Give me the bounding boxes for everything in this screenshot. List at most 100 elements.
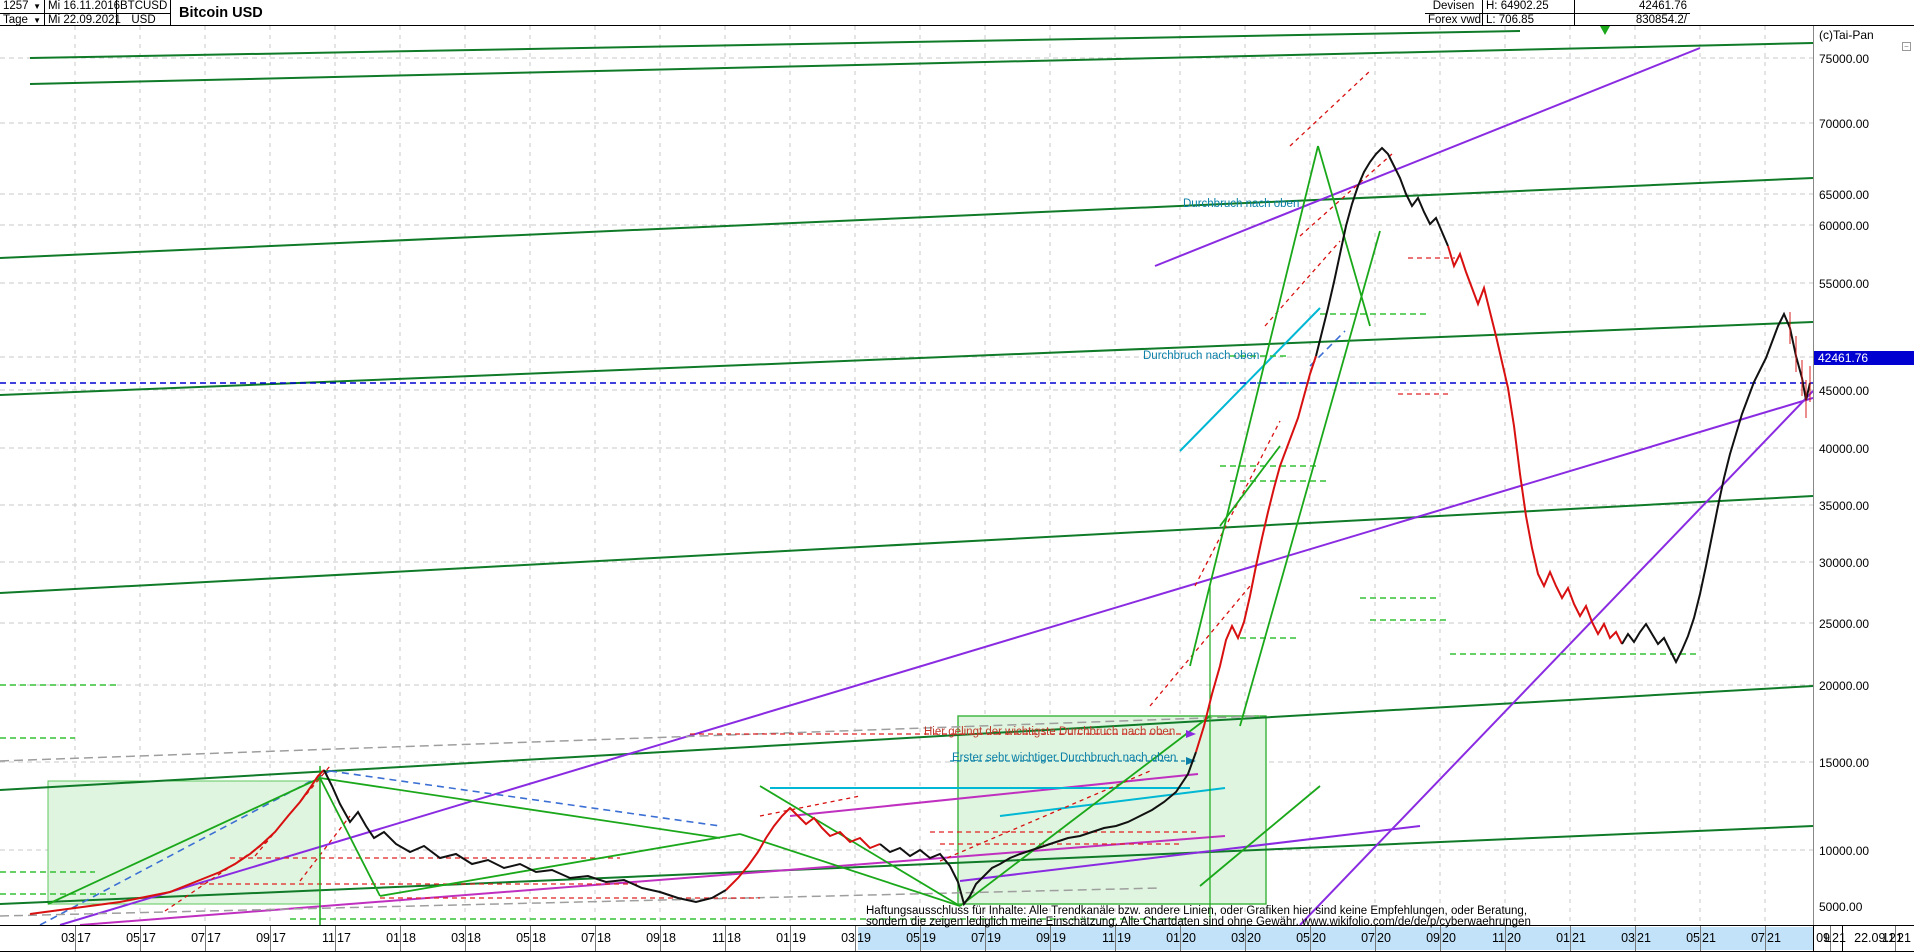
vertical-marker-lines — [319, 586, 1211, 925]
period-high: H: 64902.25 — [1486, 0, 1549, 12]
high-low-group: H: 64902.25 L: 706.85 — [1483, 0, 1575, 26]
annotation-breakout-first: Erster sehr wichtiger Durchbruch nach ob… — [952, 752, 1177, 764]
date-tick-separator — [530, 926, 531, 951]
chart-title-cell: Bitcoin USD — [171, 0, 1425, 26]
date-tick-month: 05 — [126, 931, 140, 945]
breakout-arrow-lines — [950, 382, 1380, 762]
date-axis-selection-highlight[interactable] — [858, 927, 1813, 950]
symbol-group[interactable]: BTCUSD USD — [117, 0, 171, 26]
date-tick-month: 09 — [646, 931, 660, 945]
chevron-down-icon[interactable]: ▼ — [33, 2, 41, 11]
date-to[interactable]: Mi 22.09.2021 — [45, 13, 121, 26]
date-tick-year: 19 — [1052, 931, 1066, 945]
date-tick: 05 20 — [1250, 926, 1370, 951]
date-tick: 09 18 — [600, 926, 720, 951]
date-tick-separator — [1700, 926, 1701, 951]
date-tick: 11 19 — [1055, 926, 1175, 951]
y-tick-label: 5000.00 — [1819, 900, 1863, 914]
date-tick-year: 18 — [597, 931, 611, 945]
date-tick-month: 05 — [516, 931, 530, 945]
date-tick-year: 21 — [1767, 931, 1781, 945]
y-tick-label: 70000.00 — [1819, 117, 1870, 131]
date-tick-separator — [465, 926, 466, 951]
data-source: Forex vwd — [1425, 13, 1482, 26]
date-tick-month: 05 — [1296, 931, 1310, 945]
date-tick-month: 09 — [1036, 931, 1050, 945]
date-tick-year: 19 — [987, 931, 1001, 945]
copyright-label: (c)Tai-Pan — [1819, 28, 1874, 42]
annotation-breakout-upper: Durchbruch nach oben — [1183, 198, 1300, 210]
symbol-currency: USD — [117, 13, 170, 26]
chevron-down-icon[interactable]: ▼ — [33, 15, 41, 25]
date-tick: 07 19 — [925, 926, 1045, 951]
date-tick-separator — [1830, 926, 1831, 951]
page-title: Bitcoin USD — [179, 5, 263, 21]
blue-guide-lines — [39, 330, 1346, 925]
current-price-badge: 42461.76 — [1814, 351, 1914, 365]
date-tick-month: 05 — [1686, 931, 1700, 945]
disclaimer-line-2: sondern die zeigen lediglich meine Einsc… — [866, 916, 1531, 928]
date-tick: 05 17 — [80, 926, 200, 951]
date-tick-month: 11 — [712, 931, 725, 945]
y-tick-label: 15000.00 — [1819, 756, 1870, 770]
bars-count-value: 1257 — [3, 0, 29, 12]
y-tick-label: 30000.00 — [1819, 556, 1870, 570]
chart-toolbar: 1257 ▼ Tage ▼ Mi 16.11.2016 Mi 22.09.202… — [0, 0, 1914, 26]
breakout-arrow-markers — [1186, 730, 1196, 765]
green-trend-channels — [0, 30, 1813, 905]
date-tick-month: 01 — [776, 931, 790, 945]
green-level-lines — [0, 313, 1700, 920]
date-tick-year: 17 — [272, 931, 286, 945]
date-tick-separator — [400, 926, 401, 951]
y-tick-label: 35000.00 — [1819, 499, 1870, 513]
minimize-icon[interactable]: – — [1902, 42, 1911, 51]
date-tick-month: 03 — [1621, 931, 1635, 945]
date-axis[interactable]: 03 17 05 17 07 17 09 17 11 17 01 18 03 18 05 18 07 18 09 18… — [0, 925, 1914, 952]
y-tick-label: 25000.00 — [1819, 617, 1870, 631]
date-tick-separator — [1115, 926, 1116, 951]
date-tick-separator — [920, 926, 921, 951]
y-tick-label: 40000.00 — [1819, 442, 1870, 456]
period-low: L: 706.85 — [1483, 13, 1574, 26]
date-tick-year: 19 — [792, 931, 806, 945]
date-tick: 07 17 — [145, 926, 265, 951]
price-axis[interactable]: (c)Tai-Pan – 75000.00 70000.00 65000.00 … — [1813, 26, 1914, 925]
date-tick: 03 18 — [405, 926, 525, 951]
date-tick: 05 18 — [470, 926, 590, 951]
date-tick-month: 01 — [1556, 931, 1570, 945]
axis-status-flag[interactable]: L — [1813, 926, 1843, 951]
date-tick-year: 17 — [77, 931, 91, 945]
date-tick: 07 20 — [1315, 926, 1435, 951]
date-tick-month: 07 — [971, 931, 985, 945]
date-tick: 11 17 — [275, 926, 395, 951]
axis-end-date: 22.09.21 — [1854, 931, 1903, 945]
date-from[interactable]: Mi 16.11.2016 — [48, 0, 121, 12]
date-tick-separator — [270, 926, 271, 951]
period-selector-group[interactable]: 1257 ▼ Tage ▼ — [0, 0, 45, 26]
date-tick-year: 21 — [1637, 931, 1651, 945]
bars-count-selector[interactable]: 1257 ▼ — [0, 0, 44, 13]
date-tick: 01 21 — [1510, 926, 1630, 951]
date-tick-separator — [1375, 926, 1376, 951]
date-tick-month: 11 — [322, 931, 335, 945]
date-tick: 09 17 — [210, 926, 330, 951]
y-tick-label: 20000.00 — [1819, 679, 1870, 693]
date-tick-month: 11 — [1882, 931, 1895, 945]
date-tick-year: 19 — [922, 931, 936, 945]
interval-selector[interactable]: Tage ▼ — [0, 13, 44, 26]
symbol-ticker: BTCUSD — [120, 0, 168, 12]
date-tick-year: 18 — [402, 931, 416, 945]
date-tick-month: 09 — [1426, 931, 1440, 945]
annotation-breakout-major: Hier gelingt der wichtigste Durchbruch n… — [924, 726, 1176, 738]
date-tick-separator — [140, 926, 141, 951]
date-tick-month: 07 — [1751, 931, 1765, 945]
date-range-group[interactable]: Mi 16.11.2016 Mi 22.09.2021 — [45, 0, 121, 26]
date-tick-separator — [1895, 926, 1896, 951]
chart-plot-area[interactable]: Durchbruch nach oben Durchbruch nach obe… — [0, 26, 1813, 925]
date-tick-separator — [1635, 926, 1636, 951]
date-tick-separator — [335, 926, 336, 951]
date-tick-month: 01 — [386, 931, 400, 945]
date-axis-ticks: 03 17 05 17 07 17 09 17 11 17 01 18 03 18 05 18 07 18 09 18… — [0, 926, 1911, 951]
grey-dashed-channel — [0, 715, 1261, 917]
date-tick-separator — [1505, 926, 1506, 951]
